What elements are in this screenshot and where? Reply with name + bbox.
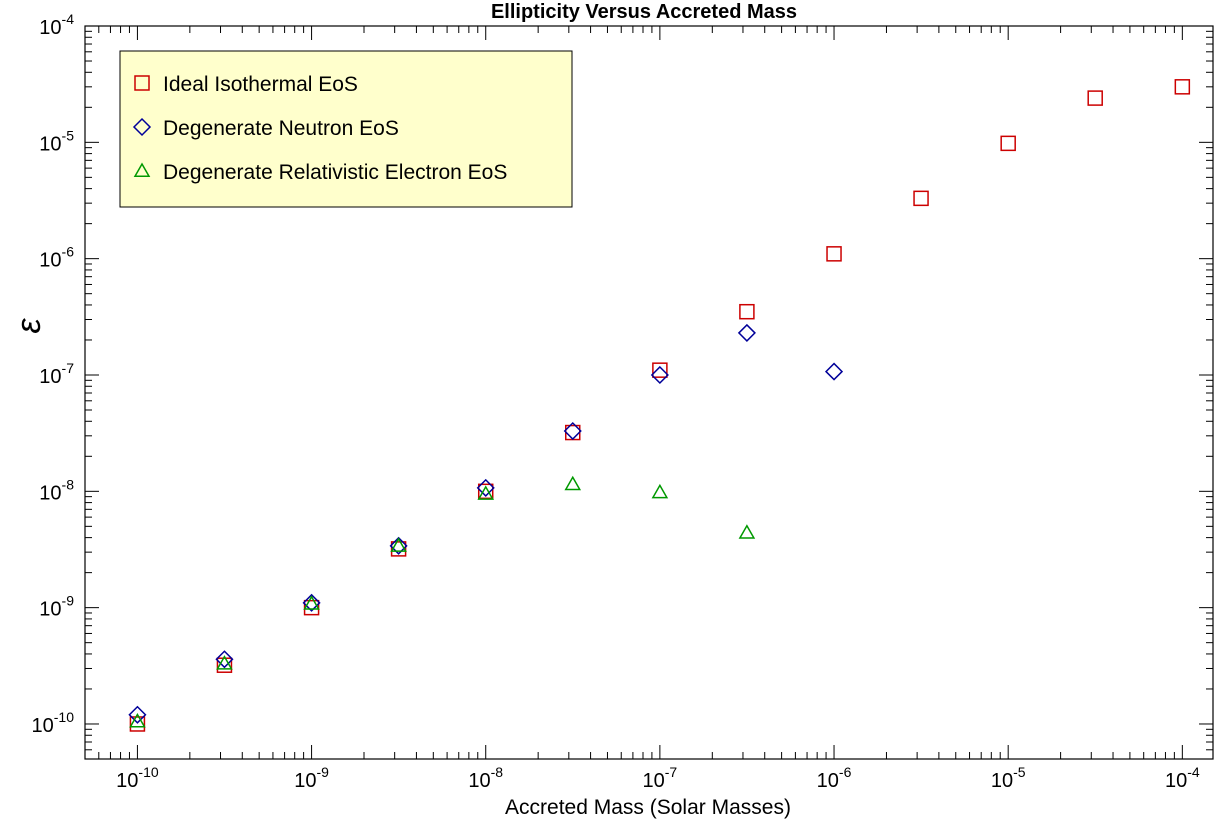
- data-point-triangle: [303, 595, 320, 610]
- tick-exponent: -10: [54, 709, 74, 725]
- y-tick-label: 10-6: [39, 244, 74, 272]
- data-point-diamond: [476, 478, 495, 497]
- data-point-diamond: [650, 365, 669, 385]
- legend-marker: [133, 162, 151, 177]
- tick-exponent: -9: [62, 593, 75, 609]
- data-point-square: [826, 246, 842, 262]
- tick-base: 10: [32, 715, 54, 737]
- data-point-triangle: [477, 485, 495, 500]
- y-tick-label: 10-8: [39, 476, 74, 504]
- data-point-square: [913, 190, 929, 207]
- data-point-triangle: [390, 537, 407, 552]
- data-point-diamond: [563, 421, 582, 441]
- y-tick-label: 10-5: [39, 127, 74, 155]
- legend-marker: [132, 117, 152, 137]
- tick-exponent: -5: [62, 127, 75, 143]
- data-point-triangle: [129, 713, 146, 728]
- data-point-diamond: [302, 593, 321, 612]
- legend-label: Degenerate Neutron EoS: [163, 117, 399, 140]
- data-point-square: [1087, 90, 1103, 106]
- data-point-diamond: [128, 705, 147, 724]
- tick-exponent: -9: [316, 764, 329, 780]
- tick-base: 10: [468, 770, 490, 792]
- tick-base: 10: [116, 770, 138, 792]
- data-point-diamond: [737, 323, 756, 342]
- tick-exponent: -7: [665, 764, 678, 780]
- tick-base: 10: [39, 482, 61, 504]
- data-point-square: [1174, 79, 1191, 95]
- x-tick-label: 10-4: [1165, 764, 1200, 792]
- x-tick-label: 10-8: [468, 764, 503, 792]
- tick-base: 10: [39, 17, 61, 39]
- data-point-square: [129, 716, 146, 732]
- data-point-triangle: [564, 475, 582, 491]
- tick-exponent: -10: [138, 764, 158, 780]
- data-point-square: [739, 303, 755, 320]
- tick-exponent: -4: [1187, 764, 1200, 780]
- tick-exponent: -8: [491, 764, 504, 780]
- y-axis-ticks: [85, 25, 1213, 751]
- tick-base: 10: [39, 250, 61, 272]
- tick-base: 10: [39, 133, 61, 155]
- data-point-triangle: [738, 524, 756, 539]
- data-point-square: [477, 483, 494, 500]
- y-tick-label: 10-7: [39, 360, 74, 388]
- tick-exponent: -7: [62, 360, 75, 376]
- tick-exponent: -4: [62, 11, 75, 27]
- data-point-triangle: [651, 483, 669, 499]
- legend-label: Degenerate Relativistic Electron EoS: [163, 161, 507, 184]
- x-axis-ticks: [98, 26, 1183, 759]
- data-points: [128, 79, 1191, 732]
- data-point-square: [303, 599, 320, 616]
- data-point-triangle: [216, 655, 233, 670]
- data-point-diamond: [824, 362, 844, 381]
- y-tick-label: 10-10: [32, 709, 75, 737]
- tick-base: 10: [1165, 770, 1187, 792]
- data-point-square: [652, 362, 668, 378]
- tick-exponent: -6: [839, 764, 852, 780]
- tick-base: 10: [817, 770, 839, 792]
- tick-base: 10: [643, 770, 665, 792]
- legend-box: [119, 50, 573, 208]
- chart-title: Ellipticity Versus Accreted Mass: [491, 1, 797, 23]
- y-axis-label: ε: [10, 317, 48, 333]
- tick-exponent: -5: [1013, 764, 1026, 780]
- x-axis-tick-labels: 10-10 10-9 10-8 10-7 10-6 10-5 10-4: [116, 764, 1200, 792]
- x-axis-label: Accreted Mass (Solar Masses): [505, 796, 791, 819]
- x-tick-label: 10-7: [643, 764, 678, 792]
- tick-exponent: -6: [62, 244, 75, 260]
- data-point-diamond: [215, 650, 234, 669]
- tick-base: 10: [294, 770, 316, 792]
- x-tick-label: 10-10: [116, 764, 159, 792]
- plot-area: [84, 25, 1214, 760]
- tick-base: 10: [991, 770, 1013, 792]
- x-tick-label: 10-9: [294, 764, 329, 792]
- tick-exponent: -8: [62, 476, 75, 492]
- data-point-square: [216, 657, 233, 673]
- data-point-square: [390, 541, 407, 557]
- y-tick-label: 10-9: [39, 593, 74, 621]
- data-point-square: [1000, 135, 1016, 152]
- legend-marker: [134, 75, 150, 91]
- x-tick-label: 10-6: [817, 764, 852, 792]
- data-point-diamond: [389, 536, 408, 555]
- tick-base: 10: [39, 599, 61, 621]
- x-tick-label: 10-5: [991, 764, 1026, 792]
- y-tick-label: 10-4: [39, 11, 74, 39]
- tick-base: 10: [39, 366, 61, 388]
- legend-label: Ideal Isothermal EoS: [163, 73, 358, 96]
- legend: Ideal Isothermal EoS Degenerate Neutron E…: [119, 50, 573, 208]
